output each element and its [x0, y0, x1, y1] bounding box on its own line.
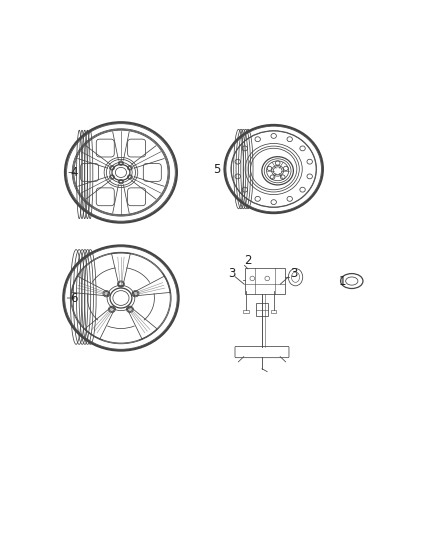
Text: 3: 3 — [291, 266, 298, 280]
Text: 6: 6 — [70, 292, 78, 304]
Bar — [245, 268, 286, 294]
Text: 1: 1 — [339, 274, 346, 287]
Text: 2: 2 — [244, 254, 252, 267]
Text: 4: 4 — [70, 166, 78, 179]
Text: 3: 3 — [228, 266, 235, 280]
Text: 5: 5 — [214, 163, 221, 175]
Bar — [243, 310, 249, 313]
Bar — [256, 303, 268, 317]
Bar — [271, 310, 276, 313]
